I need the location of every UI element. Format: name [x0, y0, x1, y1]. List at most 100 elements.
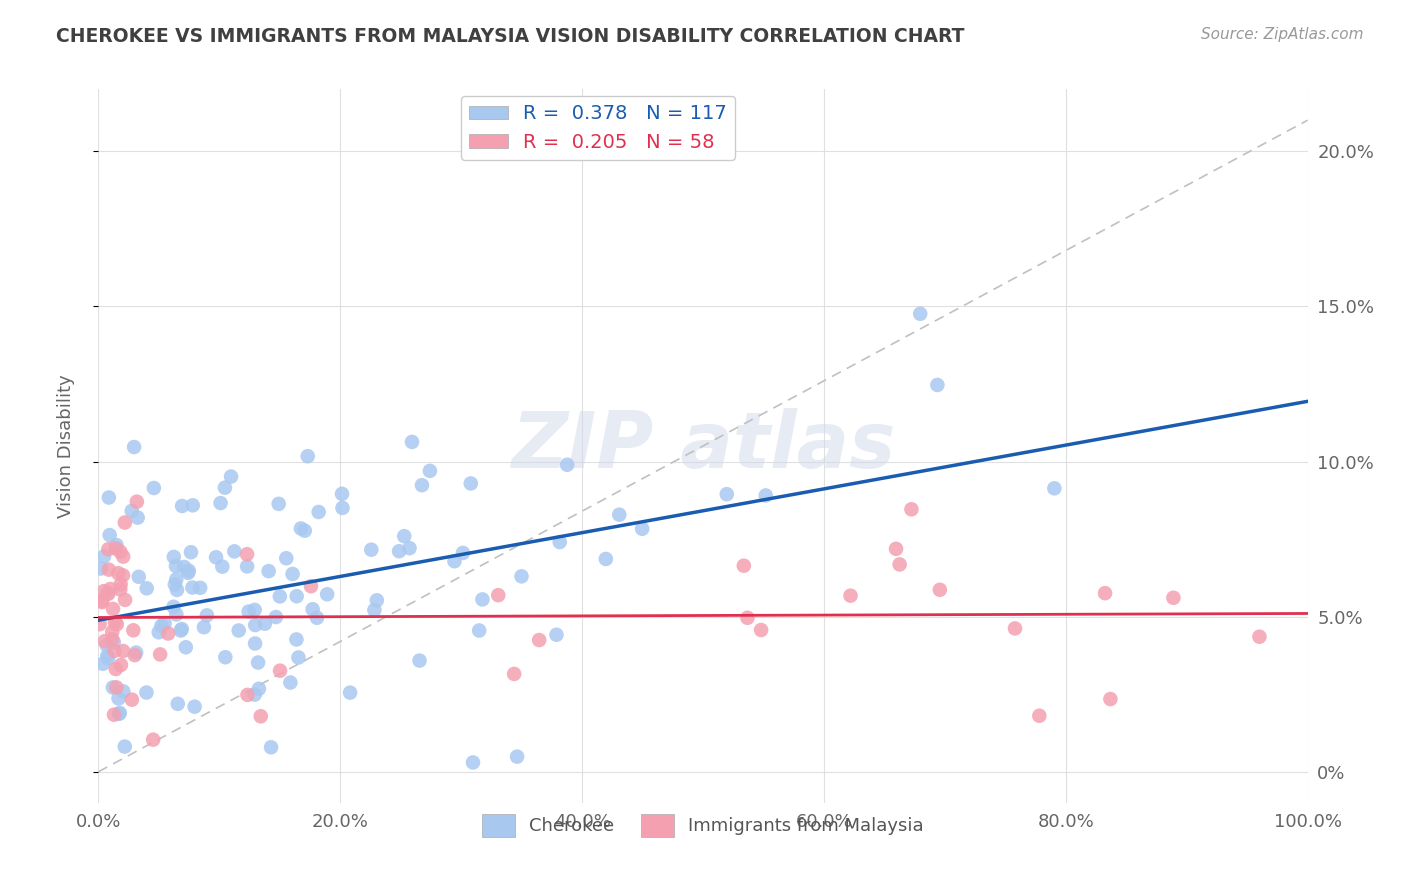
Point [716, 487, 738, 501]
Point [148, 625, 170, 640]
Text: CHEROKEE VS IMMIGRANTS FROM MALAYSIA VISION DISABILITY CORRELATION CHART: CHEROKEE VS IMMIGRANTS FROM MALAYSIA VIS… [56, 27, 965, 45]
Point [93, 549, 115, 564]
Point [98, 528, 121, 542]
Point [125, 646, 148, 660]
Point [127, 510, 149, 524]
Point [163, 577, 186, 591]
Point [607, 508, 630, 522]
Point [98, 582, 121, 596]
Point [224, 544, 246, 558]
Text: ZIP atlas: ZIP atlas [510, 408, 896, 484]
Point [183, 699, 205, 714]
Point [170, 622, 193, 636]
Legend: Cherokee, Immigrants from Malaysia: Cherokee, Immigrants from Malaysia [475, 807, 931, 844]
Point [128, 570, 150, 584]
Point [1028, 708, 1050, 723]
Point [287, 650, 309, 665]
Point [193, 620, 215, 634]
Point [149, 648, 172, 662]
Point [595, 552, 617, 566]
Point [366, 593, 388, 607]
Point [398, 541, 420, 556]
Point [91, 657, 114, 671]
Point [330, 487, 353, 501]
Point [419, 464, 441, 478]
Text: Source: ZipAtlas.com: Source: ZipAtlas.com [1201, 27, 1364, 42]
Point [631, 522, 654, 536]
Point [884, 541, 907, 556]
Point [236, 559, 259, 574]
Point [165, 607, 187, 622]
Point [112, 644, 135, 658]
Point [177, 566, 200, 580]
Point [228, 624, 250, 638]
Point [236, 688, 259, 702]
Point [394, 529, 416, 543]
Point [101, 602, 124, 616]
Point [1004, 622, 1026, 636]
Point [305, 611, 328, 625]
Point [157, 626, 180, 640]
Point [195, 608, 218, 623]
Point [97, 491, 120, 505]
Point [97, 651, 120, 665]
Point [125, 494, 148, 508]
Point [468, 624, 491, 638]
Point [188, 581, 211, 595]
Point [401, 434, 423, 449]
Point [900, 502, 922, 516]
Point [93, 634, 115, 648]
Point [110, 545, 132, 559]
Point [142, 481, 165, 495]
Point [219, 469, 242, 483]
Point [733, 558, 755, 573]
Point [205, 550, 228, 565]
Point [257, 564, 280, 578]
Point [165, 573, 187, 587]
Point [135, 685, 157, 699]
Point [411, 478, 433, 492]
Point [177, 564, 200, 578]
Point [97, 563, 120, 577]
Point [281, 566, 304, 581]
Point [1094, 586, 1116, 600]
Point [108, 706, 131, 720]
Point [124, 648, 146, 662]
Point [461, 756, 484, 770]
Point [214, 650, 236, 665]
Point [301, 602, 323, 616]
Point [238, 605, 260, 619]
Point [443, 554, 465, 568]
Point [174, 640, 197, 655]
Point [297, 449, 319, 463]
Point [388, 544, 411, 558]
Point [247, 656, 270, 670]
Point [737, 611, 759, 625]
Point [181, 498, 204, 512]
Point [889, 558, 911, 572]
Point [107, 691, 129, 706]
Point [172, 499, 194, 513]
Point [101, 632, 124, 647]
Point [121, 692, 143, 706]
Point [755, 488, 778, 502]
Point [360, 542, 382, 557]
Point [928, 582, 950, 597]
Point [91, 595, 114, 609]
Point [101, 681, 124, 695]
Point [506, 749, 529, 764]
Point [91, 593, 114, 607]
Point [236, 547, 259, 561]
Point [181, 581, 204, 595]
Point [269, 664, 291, 678]
Point [503, 667, 526, 681]
Point [332, 500, 354, 515]
Point [285, 589, 308, 603]
Point [1099, 692, 1122, 706]
Point [555, 458, 578, 472]
Point [243, 603, 266, 617]
Point [839, 589, 862, 603]
Point [90, 561, 112, 575]
Point [103, 644, 125, 658]
Point [97, 542, 120, 557]
